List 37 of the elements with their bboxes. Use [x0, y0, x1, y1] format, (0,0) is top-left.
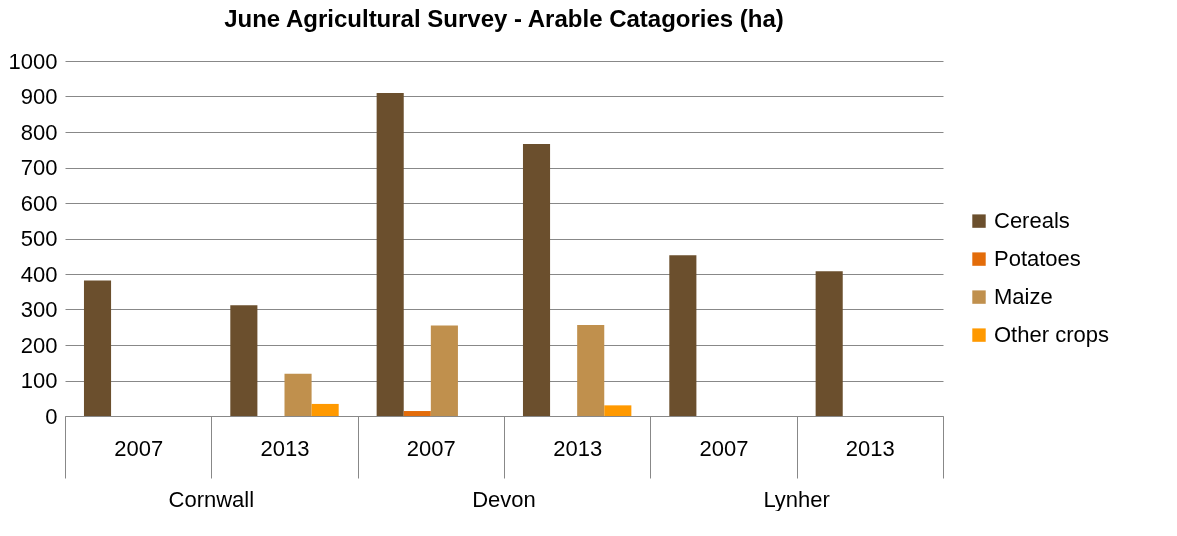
bar — [522, 144, 551, 416]
x-tick-label: 2007 — [114, 435, 164, 461]
y-tick-label: 700 — [20, 155, 58, 180]
y-tick-label: 300 — [20, 297, 58, 322]
bar — [403, 411, 431, 416]
y-tick-label: 0 — [45, 403, 58, 429]
bar — [83, 280, 112, 416]
bar — [430, 325, 458, 416]
legend-label: Maize — [994, 284, 1053, 310]
y-tick-label: 500 — [20, 226, 58, 251]
bar — [230, 305, 258, 416]
x-tick-label: 2013 — [845, 435, 895, 461]
x-tick-label: 2007 — [406, 435, 456, 461]
y-tick-label: 200 — [20, 332, 58, 358]
x-tick-label: 2007 — [699, 435, 749, 461]
bar — [577, 325, 605, 416]
text: Devon — [472, 487, 536, 512]
bar — [604, 405, 632, 416]
text: Lynher — [763, 487, 830, 512]
x-tick-label: 2013 — [260, 435, 310, 461]
bar — [376, 92, 404, 416]
bar — [669, 255, 697, 416]
y-tick-label: 800 — [20, 119, 58, 145]
y-tick-label: 600 — [20, 190, 58, 216]
y-tick-label: 400 — [20, 261, 58, 287]
text: Cornwall — [168, 487, 255, 512]
y-tick-label: 100 — [20, 368, 58, 393]
y-tick-label: 900 — [20, 84, 58, 109]
legend-label: Cereals — [994, 208, 1070, 234]
bar — [311, 403, 339, 416]
legend-label: Potatoes — [994, 246, 1081, 272]
bar — [284, 373, 312, 416]
legend-label: Other crops — [994, 322, 1109, 348]
x-tick-label: 2013 — [553, 435, 603, 461]
bar — [815, 271, 843, 416]
y-tick-label: 1000 — [8, 48, 58, 74]
chart-title: June Agricultural Survey - Arable Catagories (ha) — [224, 5, 784, 32]
